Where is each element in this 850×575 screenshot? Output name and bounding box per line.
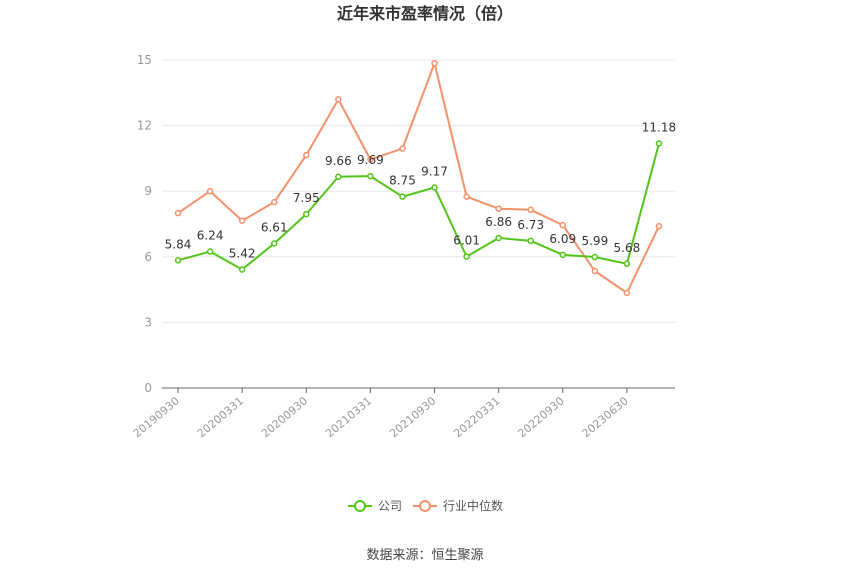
- data-label: 6.61: [261, 220, 288, 234]
- data-point-company[interactable]: [270, 240, 278, 247]
- legend-item-industry-median[interactable]: 行业中位数: [413, 498, 503, 513]
- data-point-company[interactable]: [206, 248, 214, 255]
- data-label: 5.68: [614, 241, 641, 255]
- y-tick-label: 15: [137, 53, 152, 67]
- x-tick-label: 20200331: [195, 394, 246, 440]
- data-point-company[interactable]: [335, 173, 342, 181]
- data-point-company[interactable]: [591, 253, 599, 261]
- y-tick-label: 12: [137, 119, 152, 133]
- data-point-company[interactable]: [463, 253, 470, 260]
- data-point-industry-median[interactable]: [495, 205, 502, 212]
- data-point-industry-median[interactable]: [431, 60, 438, 67]
- data-label: 5.99: [581, 234, 608, 248]
- legend-item-company[interactable]: 公司: [348, 499, 402, 513]
- data-point-industry-median[interactable]: [335, 96, 342, 103]
- y-tick-label: 3: [144, 315, 152, 329]
- data-label: 11.18: [642, 121, 676, 135]
- legend[interactable]: 公司 行业中位数: [348, 498, 503, 513]
- series-line-industry-median: [177, 62, 660, 294]
- x-tick-label: 20210331: [323, 394, 374, 440]
- data-point-industry-median[interactable]: [303, 151, 310, 159]
- data-point-company[interactable]: [527, 237, 534, 245]
- data-point-company[interactable]: [303, 210, 310, 218]
- y-tick-label: 6: [144, 250, 152, 264]
- data-point-industry-median[interactable]: [591, 267, 599, 275]
- series-line-company: [177, 143, 660, 271]
- data-point-company[interactable]: [174, 257, 182, 264]
- data-label: 6.73: [517, 218, 544, 232]
- data-point-company[interactable]: [399, 193, 406, 200]
- data-point-company[interactable]: [238, 266, 246, 273]
- legend-label: 行业中位数: [443, 498, 503, 513]
- y-tick-label: 0: [144, 381, 152, 395]
- data-point-industry-median[interactable]: [623, 289, 631, 297]
- legend-marker: [419, 500, 431, 512]
- data-point-industry-median[interactable]: [238, 217, 246, 224]
- data-point-industry-median[interactable]: [367, 156, 374, 163]
- data-point-company[interactable]: [559, 251, 567, 259]
- data-point-industry-median[interactable]: [527, 206, 534, 214]
- legend-marker: [354, 500, 366, 512]
- data-label: 5.84: [165, 237, 192, 251]
- data-point-company[interactable]: [367, 172, 374, 180]
- data-label: 6.09: [549, 232, 576, 246]
- data-point-company[interactable]: [431, 184, 438, 191]
- data-source: 数据来源：恒生聚源: [366, 548, 483, 563]
- series-layer: [174, 60, 663, 297]
- x-tick-label: 20200930: [259, 394, 310, 440]
- data-point-industry-median[interactable]: [270, 198, 278, 206]
- x-tick-label: 20190930: [131, 394, 182, 440]
- data-label: 6.01: [453, 234, 480, 248]
- data-label: 9.69: [357, 153, 384, 167]
- data-point-industry-median[interactable]: [206, 187, 214, 195]
- data-point-company[interactable]: [495, 234, 502, 242]
- data-point-industry-median[interactable]: [399, 145, 406, 152]
- data-label: 6.24: [197, 229, 224, 243]
- data-point-industry-median[interactable]: [559, 221, 567, 229]
- x-tick-label: 20230630: [580, 394, 631, 440]
- data-label: 8.75: [389, 174, 416, 188]
- x-tick-label: 20220930: [515, 394, 566, 440]
- y-tick-label: 9: [144, 184, 152, 198]
- x-tick-label: 20210930: [387, 394, 438, 440]
- x-tick-label: 20220331: [451, 394, 502, 440]
- data-label: 5.42: [229, 246, 256, 260]
- legend-label: 公司: [378, 499, 402, 513]
- data-label-layer: 5.84 6.24 5.42 6.61 7.95 9.66 9.69 8.75 9.17 6.01…: [165, 121, 676, 261]
- data-point-industry-median[interactable]: [463, 193, 470, 200]
- data-label: 6.86: [485, 215, 512, 229]
- data-point-company[interactable]: [655, 140, 663, 147]
- chart-title: 近年来市盈率情况（倍）: [337, 4, 513, 23]
- data-label: 9.66: [325, 154, 352, 168]
- data-point-industry-median[interactable]: [174, 209, 182, 217]
- data-point-industry-median[interactable]: [655, 222, 663, 230]
- data-point-company[interactable]: [623, 260, 631, 268]
- data-label: 9.17: [421, 164, 448, 178]
- data-label: 7.95: [293, 191, 320, 205]
